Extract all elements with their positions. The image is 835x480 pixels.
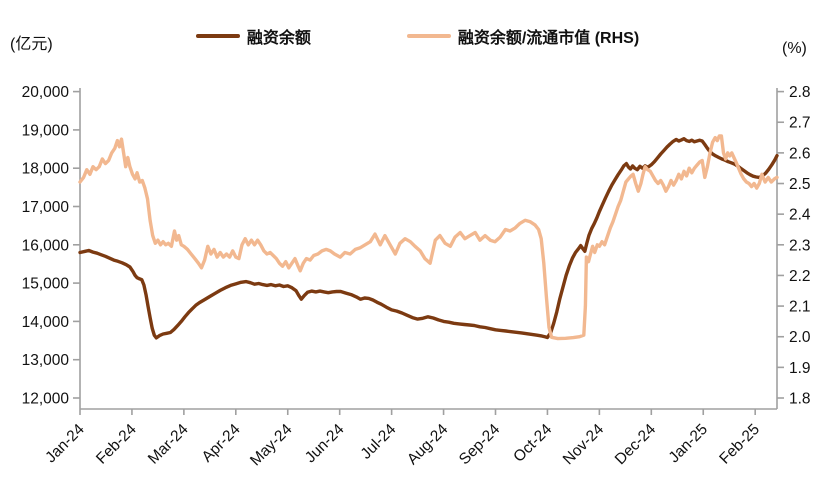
x-axis-tick-label: Feb-25 <box>716 421 763 468</box>
left-axis-tick-label: 16,000 <box>22 237 70 254</box>
x-axis-tick-label: Jun-24 <box>302 421 348 467</box>
left-axis-unit-label: (亿元) <box>10 36 53 53</box>
series-line-margin-ratio <box>78 134 779 341</box>
x-axis-tick-label: Feb-24 <box>93 421 140 468</box>
left-axis-tick-label: 13,000 <box>22 352 70 369</box>
x-axis-tick-label: Nov-24 <box>560 421 608 469</box>
x-axis-tick-label: Dec-24 <box>612 421 660 469</box>
left-axis-tick-label: 12,000 <box>22 391 70 408</box>
left-axis-tick-label: 19,000 <box>22 122 70 139</box>
right-axis-tick-label: 2.7 <box>789 115 811 132</box>
series-line-margin-balance <box>78 136 779 340</box>
right-axis-tick-label: 2.1 <box>789 299 811 316</box>
x-axis-tick-label: Jul-24 <box>358 421 400 463</box>
x-axis-tick-label: Apr-24 <box>199 421 244 466</box>
right-axis-tick-label: 2.8 <box>789 84 811 101</box>
legend-item-margin-balance: 融资余额 <box>195 24 311 48</box>
left-axis-tick-label: 20,000 <box>22 84 70 101</box>
x-axis-tick-label: Jan-24 <box>42 421 88 467</box>
legend-label: 融资余额 <box>246 30 311 47</box>
left-axis-tick-label: 14,000 <box>22 314 70 331</box>
x-axis-tick-label: Mar-24 <box>145 421 192 468</box>
x-axis-tick-label: May-24 <box>247 421 296 470</box>
right-axis-tick-label: 2.6 <box>789 145 811 162</box>
line-swatch-tan <box>406 34 451 38</box>
right-axis-tick-label: 2.3 <box>789 237 811 254</box>
right-axis-tick-label: 2.4 <box>789 207 811 224</box>
right-axis-tick-label: 2.5 <box>789 176 811 193</box>
legend-item-margin-ratio: 融资余额/流通市值 (RHS) <box>406 24 640 48</box>
left-axis-tick-label: 15,000 <box>22 276 70 293</box>
x-axis-tick-label: Jan-25 <box>666 421 712 467</box>
left-axis-tick-label: 18,000 <box>22 161 70 178</box>
legend: 融资余额 融资余额/流通市值 (RHS) <box>0 24 835 48</box>
x-axis-tick-label: Oct-24 <box>510 421 555 466</box>
right-axis-tick-label: 2.2 <box>789 268 811 285</box>
left-axis-tick-label: 17,000 <box>22 199 70 216</box>
right-axis-tick-label: 1.8 <box>789 391 811 408</box>
right-axis-unit-label: (%) <box>782 40 807 57</box>
legend-label: 融资余额/流通市值 (RHS) <box>457 30 640 47</box>
x-axis-tick-label: Sep-24 <box>456 421 504 469</box>
right-axis-tick-label: 1.9 <box>789 360 811 377</box>
right-axis-tick-label: 2.0 <box>789 329 811 346</box>
line-swatch-brown <box>195 34 240 38</box>
x-axis-tick-label: Aug-24 <box>404 421 452 469</box>
